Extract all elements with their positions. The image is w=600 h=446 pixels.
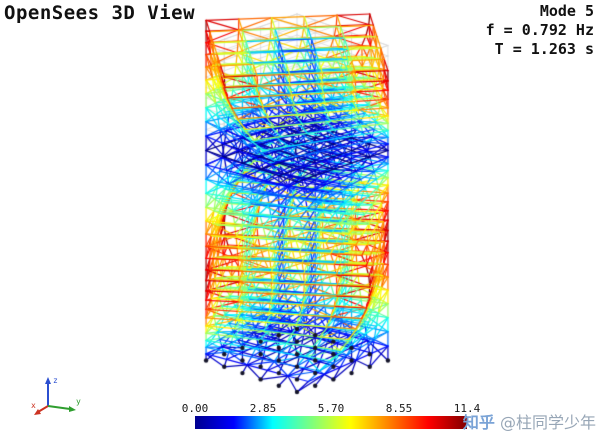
x-axis-arrowhead bbox=[34, 409, 41, 415]
z-axis-arrowhead bbox=[45, 377, 51, 384]
z-axis-label: z bbox=[53, 376, 58, 385]
colorbar-tick: 0.00 bbox=[181, 402, 209, 415]
structure-viewport[interactable] bbox=[112, 0, 492, 418]
colorbar-tick: 5.70 bbox=[317, 402, 345, 415]
colorbar-tick: 8.55 bbox=[385, 402, 413, 415]
period-label: T = 1.263 s bbox=[494, 40, 594, 58]
mode-info: Mode 5 f = 0.792 Hz T = 1.263 s bbox=[486, 2, 594, 59]
x-axis-arrow bbox=[37, 405, 49, 413]
y-axis-arrowhead bbox=[69, 406, 76, 412]
y-axis-arrow bbox=[47, 405, 71, 410]
axis-triad: z x y bbox=[31, 376, 81, 415]
watermark-brand: 知乎 bbox=[462, 413, 495, 432]
view-title: OpenSees 3D View bbox=[4, 2, 196, 24]
x-axis-label: x bbox=[31, 401, 36, 410]
mode-label: Mode 5 bbox=[539, 2, 594, 20]
watermark-handle: @柱同学少年 bbox=[494, 413, 596, 432]
colorbar-tick: 11.4 bbox=[453, 402, 481, 415]
colorbar-gradient bbox=[195, 416, 467, 429]
y-axis-label: y bbox=[76, 397, 81, 406]
watermark: 知乎 @柱同学少年 bbox=[463, 409, 596, 433]
colorbar-tick: 2.85 bbox=[249, 402, 277, 415]
frequency-label: f = 0.792 Hz bbox=[485, 21, 594, 39]
colorbar: 0.00 2.85 5.70 8.55 11.4 bbox=[182, 402, 480, 430]
